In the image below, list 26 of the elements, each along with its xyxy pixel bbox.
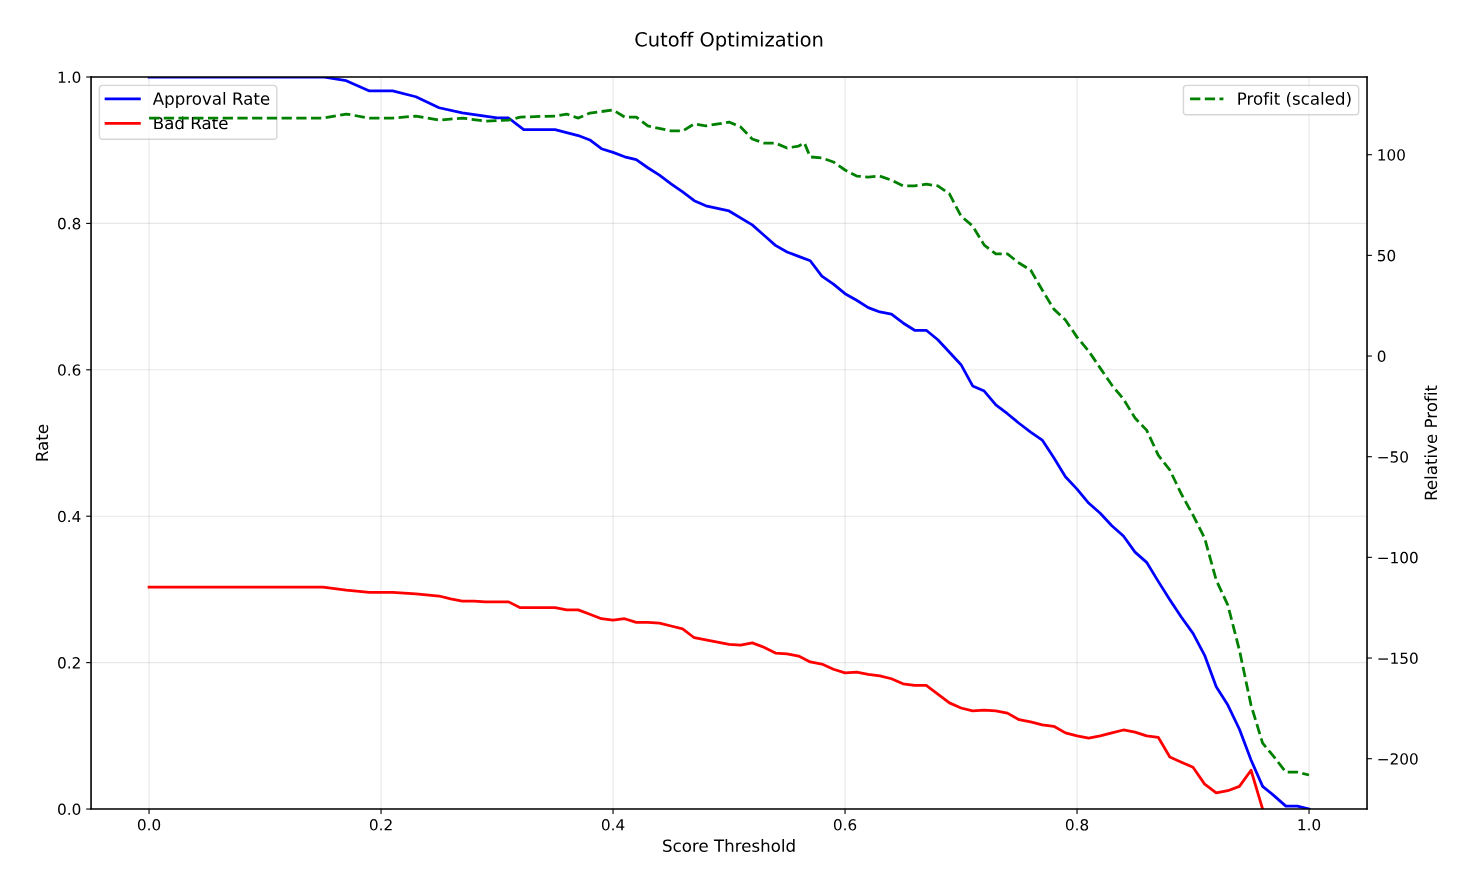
y2-tick-label: 100 [1378, 149, 1405, 161]
y2-tick-label: −200 [1378, 753, 1418, 765]
x-tick-label: 0.8 [1065, 819, 1089, 831]
legend-label: Approval Rate [152, 91, 270, 109]
x-axis-title: Score Threshold [663, 839, 795, 852]
y-tick-label: 0.6 [58, 364, 81, 376]
x-tick-label: 0.6 [833, 819, 857, 831]
x-tick-label: 0.2 [369, 819, 392, 831]
chart-title: Cutoff Optimization [635, 31, 823, 51]
y2-tick-label: 50 [1377, 249, 1396, 262]
x-tick-label: 0.4 [601, 819, 625, 831]
y-tick-label: 1.0 [58, 71, 81, 84]
y-tick-label: 0.0 [58, 803, 81, 816]
y-tick-label: 0.2 [58, 657, 80, 669]
y-tick-label: 0.4 [58, 510, 81, 523]
y-axis-title: Rate [35, 424, 49, 461]
legend-label: Profit (scaled) [1238, 91, 1351, 107]
y2-axis-title: Relative Profit [1424, 385, 1438, 500]
y2-tick-label: −150 [1378, 652, 1418, 665]
y-tick-label: 0.8 [58, 217, 81, 230]
y2-tick-label: −50 [1378, 451, 1408, 463]
x-tick-label: 1.0 [1298, 819, 1321, 831]
line-series [147, 585, 1265, 810]
x-tick-label: 0.0 [137, 819, 161, 831]
y2-tick-label: −100 [1378, 551, 1418, 564]
y2-tick-label: 0 [1377, 350, 1386, 363]
